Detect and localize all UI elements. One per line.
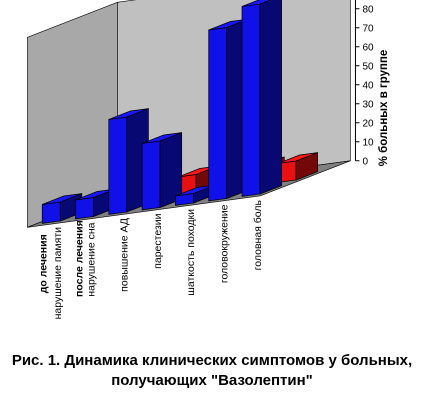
y-tick-label: 30 [362,99,374,110]
y-tick-label: 10 [362,137,374,148]
y-tick-label: 80 [362,4,374,15]
figure-caption-line2: получающих "Вазолептин" [111,372,313,389]
series-label: после лечения [73,220,85,297]
bar-top-face [277,152,318,164]
bar-before-treatment [141,132,183,211]
bar-front-face [208,27,228,202]
series-label: до лечения [37,234,49,293]
bar-before-treatment [241,0,282,197]
x-category-label: нарушение памяти [52,227,64,320]
bar-chart-3d: 0102030405060708090100% больных в группе… [27,0,390,320]
y-tick-label: 40 [362,80,374,91]
y-tick-label: 70 [362,23,374,34]
bar-before-treatment [41,193,83,224]
x-category-label: повышение АД [119,218,131,292]
y-tick-label: 20 [362,118,374,129]
y-tick-label: 60 [362,42,374,53]
y-tick-label: 50 [362,61,374,72]
x-category-label: нарушение сна [85,222,97,296]
bar-top-face [241,0,272,7]
x-category-label: головокружение [219,204,231,283]
bar-front-face [75,197,94,220]
bar-front-face [241,3,261,197]
x-category-label: головная боль [252,199,264,270]
bar-front-face [108,116,128,215]
x-category-label: парестезии [152,213,164,268]
figure-caption-line1: Рис. 1. Динамика клинических симптомов у… [11,352,413,369]
bar-top-face [42,193,82,205]
y-axis-title: % больных в группе [378,50,390,167]
bar-after-treatment [277,152,318,183]
bar-top-face [141,132,182,144]
bar-front-face [41,201,61,224]
x-category-label: шаткость походки [185,209,197,296]
bar-front-face [141,140,161,211]
bar-top-face [108,108,149,120]
bar-side-face [259,0,282,195]
y-tick-label: 0 [362,156,368,167]
